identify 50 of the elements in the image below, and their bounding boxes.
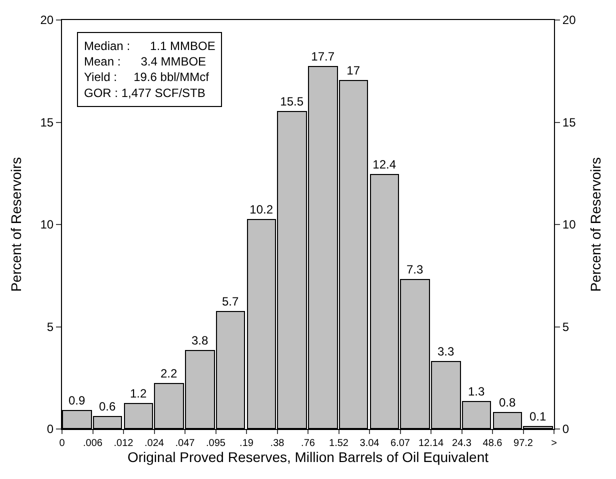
x-tick-label: 48.6 [482, 438, 503, 449]
y-tick-label: 5 [46, 320, 54, 334]
y-tick-label: 15 [40, 115, 54, 130]
y2-axis-title: Percent of Reservoirs [587, 157, 604, 292]
data-label: 12.4 [372, 158, 396, 172]
data-label: 17 [346, 64, 360, 78]
annotation: Mean : 3.4 MMBOE [84, 54, 206, 69]
y-tick-label: 20 [40, 13, 54, 28]
data-label: 0.6 [98, 400, 116, 414]
y2-tick-label: 10 [562, 218, 576, 232]
x-tick-label: .012 [114, 438, 134, 449]
x-tick-label: 6.07 [390, 438, 410, 449]
data-label: 2.2 [160, 366, 178, 380]
x-tick-label: 3.04 [360, 438, 380, 449]
x-tick-label: .38 [270, 438, 285, 449]
annotation: Median : 1.1 MMBOE [84, 39, 216, 53]
y2-tick-label: 20 [562, 13, 576, 28]
x-tick-label: 1.52 [329, 438, 349, 449]
x-tick-label: > [551, 438, 558, 449]
data-label: 5.7 [222, 294, 240, 308]
y-tick-label: 10 [40, 218, 54, 232]
x-tick-label: 12.14 [418, 438, 444, 449]
data-label: 0.1 [529, 410, 547, 424]
x-tick-label: 97.2 [514, 438, 534, 449]
y2-tick-label: 15 [562, 115, 576, 130]
annotation: GOR : 1,477 SCF/STB [84, 86, 206, 100]
x-tick-label: .19 [240, 438, 254, 449]
y-axis-title: Percent of Reservoirs [8, 157, 24, 292]
data-label: 3.3 [437, 344, 455, 358]
y2-tick-label: 0 [562, 422, 570, 436]
data-label: 1.2 [130, 386, 148, 400]
data-label: 7.3 [406, 262, 424, 276]
data-label: 0.9 [68, 394, 86, 408]
x-tick-label: .76 [301, 438, 316, 449]
data-label: 1.3 [468, 384, 486, 398]
annotation: Yield : 19.6 bbl/MMcf [84, 70, 210, 84]
x-tick-label: .006 [83, 438, 103, 449]
x-tick-label: 24.3 [452, 438, 472, 449]
y-tick-label: 0 [46, 422, 54, 436]
x-axis-title: Original Proved Reserves, Million Barrels of Oil Equivalent [127, 449, 489, 465]
x-tick-label: 0 [59, 438, 66, 449]
x-tick-label: .095 [206, 438, 226, 449]
x-tick-label: .024 [144, 438, 164, 449]
data-label: 17.7 [311, 50, 335, 64]
data-label: 0.8 [498, 396, 516, 410]
x-tick-label: .047 [175, 438, 196, 449]
data-label: 3.8 [191, 334, 209, 348]
y2-tick-label: 5 [562, 320, 570, 334]
data-label: 15.5 [280, 94, 304, 108]
data-label: 10.2 [250, 202, 274, 216]
